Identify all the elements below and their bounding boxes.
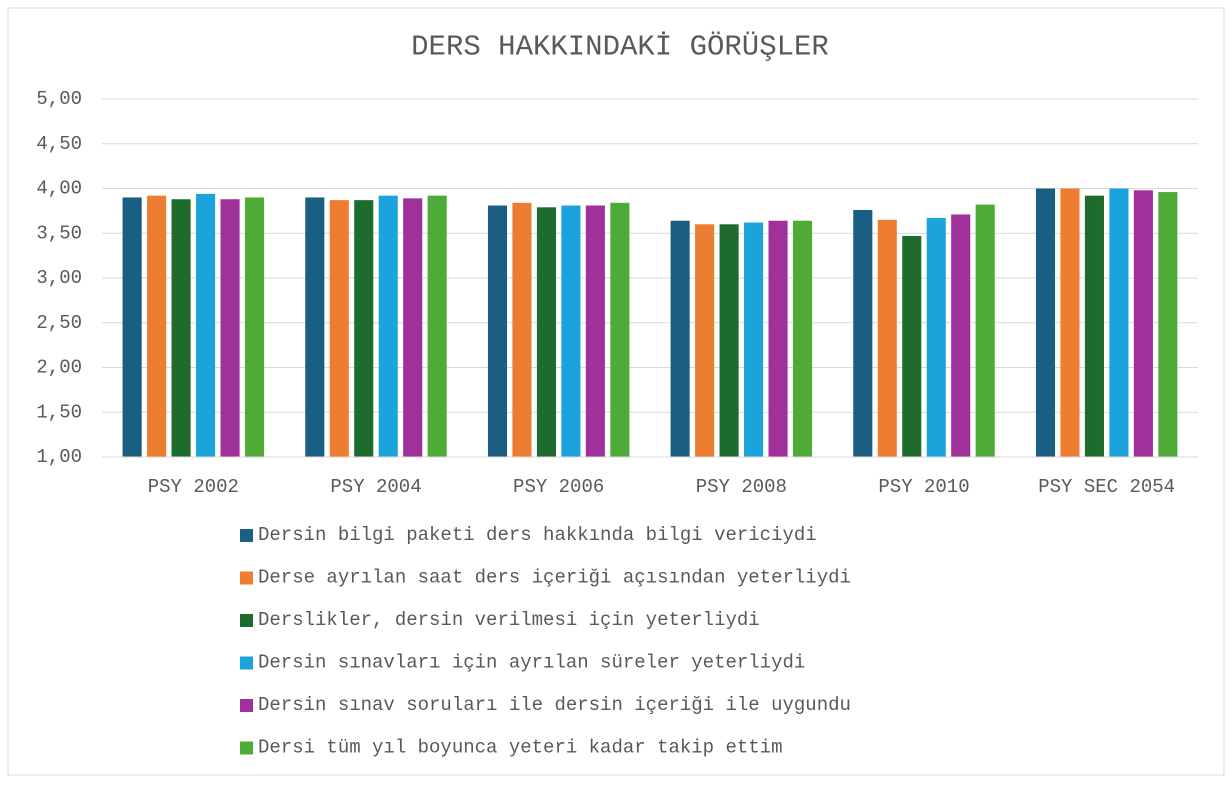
bar — [1035, 188, 1056, 457]
bar — [951, 214, 971, 457]
legend-swatch — [240, 529, 253, 542]
bar — [792, 220, 813, 457]
legend-label: Dersin sınavları için ayrılan süreler ye… — [258, 652, 805, 674]
y-tick-label: 2,00 — [36, 357, 82, 379]
y-tick-label: 1,50 — [36, 401, 82, 423]
bar — [1109, 188, 1129, 457]
bar — [171, 199, 191, 458]
x-tick-label: PSY 2006 — [513, 476, 604, 498]
x-tick-label: PSY 2008 — [696, 476, 787, 498]
bar — [877, 219, 897, 457]
bar — [329, 200, 349, 457]
x-tick-label: PSY SEC 2054 — [1038, 476, 1175, 498]
bar — [1133, 190, 1153, 458]
x-tick-label: PSY 2004 — [330, 476, 421, 498]
bar — [695, 224, 715, 457]
x-tick-label: PSY 2010 — [878, 476, 969, 498]
bar — [427, 195, 447, 457]
bar — [768, 220, 788, 457]
legend-swatch — [240, 656, 253, 670]
bar — [561, 205, 581, 457]
bar — [196, 193, 216, 457]
legend-swatch — [240, 614, 253, 627]
legend-swatch — [240, 571, 253, 585]
bar — [744, 222, 764, 457]
y-tick-label: 1,00 — [36, 446, 82, 468]
legend-label: Dersin sınav soruları ile dersin içeriği… — [258, 694, 851, 716]
bar — [122, 197, 142, 457]
bar — [378, 195, 398, 457]
legend-swatch — [240, 699, 253, 712]
bar — [926, 218, 946, 457]
legend-label: Dersin bilgi paketi ders hakkında bilgi … — [258, 524, 817, 546]
y-tick-label: 3,50 — [36, 222, 82, 244]
bar — [853, 209, 873, 457]
y-tick-label: 4,00 — [36, 178, 82, 200]
bar — [305, 197, 325, 457]
legend-label: Derse ayrılan saat ders içeriği açısında… — [258, 567, 851, 589]
bar — [585, 205, 605, 457]
y-tick-label: 5,00 — [36, 88, 82, 110]
bar — [487, 205, 508, 457]
bar — [403, 198, 423, 457]
bar — [975, 204, 995, 457]
bar — [1158, 192, 1178, 457]
bar — [354, 200, 374, 457]
y-tick-label: 2,50 — [36, 312, 82, 334]
bar — [1060, 188, 1080, 457]
legend-swatch — [240, 741, 253, 755]
legend-label: Derslikler, dersin verilmesi için yeterl… — [258, 609, 760, 631]
bar — [512, 202, 532, 457]
chart-title: DERS HAKKINDAKİ GÖRÜŞLER — [411, 31, 829, 64]
bar — [220, 199, 240, 458]
bar — [536, 207, 556, 457]
bar — [610, 202, 630, 457]
bar — [244, 197, 265, 457]
x-tick-label: PSY 2002 — [148, 476, 239, 498]
bar — [1084, 195, 1104, 457]
y-tick-label: 3,00 — [36, 267, 82, 289]
bar — [719, 224, 739, 457]
bar — [147, 195, 167, 457]
bar — [670, 220, 690, 457]
y-tick-label: 4,50 — [36, 133, 82, 155]
bar — [902, 235, 922, 457]
legend-label: Dersi tüm yıl boyunca yeteri kadar takip… — [258, 737, 783, 759]
